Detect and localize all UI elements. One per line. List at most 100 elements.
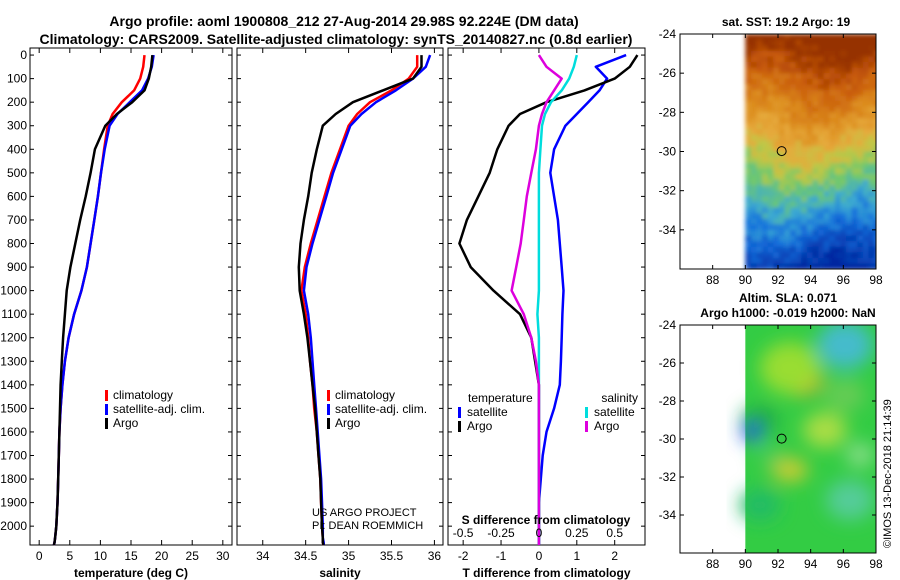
legend-label: Argo: [594, 419, 620, 433]
lat-tick-label: -34: [659, 508, 677, 522]
depth-tick-label: 0: [20, 48, 27, 62]
depth-tick-label: 1500: [0, 401, 27, 415]
depth-tick-label: 1000: [0, 284, 27, 298]
lat-tick-label: -26: [659, 66, 677, 80]
depth-tick-label: 1700: [0, 448, 27, 462]
legend-label: Argo: [113, 416, 139, 430]
lat-tick-label: -32: [659, 184, 677, 198]
figure-title: Argo profile: aoml 1900808_212 27-Aug-20…: [109, 13, 578, 29]
s-tick-label: -0.25: [487, 526, 515, 540]
legend-swatch: [327, 418, 330, 429]
lon-tick-label: 92: [771, 273, 785, 287]
s-axis-label: S difference from climatology: [462, 513, 631, 527]
depth-tick-label: 800: [7, 237, 27, 251]
x-tick-label: 1: [573, 549, 580, 563]
map-title: sat. SST: 19.2 Argo: 19: [722, 15, 851, 29]
legend-label: climatology: [113, 388, 173, 402]
depth-tick-label: 600: [7, 189, 27, 203]
depth-tick-label: 1300: [0, 354, 27, 368]
s-tick-label: 0.25: [565, 526, 589, 540]
plot-frame: [447, 47, 646, 546]
legend-swatch: [585, 421, 588, 432]
depth-tick-label: 1900: [0, 496, 27, 510]
x-tick-label: 34.5: [294, 549, 318, 563]
series-line-argo_salinity: [510, 54, 563, 545]
x-tick-label: 34: [256, 549, 270, 563]
depth-tick-label: 200: [7, 95, 27, 109]
legend-heading-salinity: salinity: [601, 391, 638, 405]
x-tick-label: 30: [216, 549, 230, 563]
plot-frame: [236, 47, 444, 546]
legend-swatch: [458, 407, 461, 418]
difference-panel: -2 -1 0 1 2 T difference from climatology -0.5…: [447, 47, 646, 580]
x-tick-label: -1: [496, 549, 507, 563]
legend-swatch: [105, 404, 108, 415]
depth-tick-label: 700: [7, 213, 27, 227]
lon-tick-label: 90: [739, 273, 753, 287]
x-tick-label: -2: [458, 549, 469, 563]
lon-tick-label: 88: [706, 557, 720, 571]
s-tick-label: 0: [536, 526, 543, 540]
lat-tick-label: -28: [659, 105, 677, 119]
legend-label: Argo: [335, 416, 361, 430]
legend-heading-temperature: temperature: [468, 391, 533, 405]
lat-tick-label: -24: [659, 27, 677, 41]
x-tick-label: 25: [186, 549, 200, 563]
x-tick-label: 35.5: [380, 549, 404, 563]
lon-tick-label: 90: [739, 557, 753, 571]
x-tick-label: 15: [124, 549, 138, 563]
lon-tick-label: 96: [837, 557, 851, 571]
legend-swatch: [327, 404, 330, 415]
lon-tick-label: 94: [804, 273, 818, 287]
depth-tick-label: 1600: [0, 425, 27, 439]
series-line-sat_salinity: [536, 54, 579, 545]
lat-tick-label: -26: [659, 356, 677, 370]
x-axis-label: temperature (deg C): [74, 566, 188, 580]
series-line-argo: [297, 55, 423, 546]
legend-label: satellite: [594, 405, 635, 419]
x-tick-label: 35: [342, 549, 356, 563]
map-field: [745, 34, 876, 269]
lon-tick-label: 96: [837, 273, 851, 287]
legend-swatch: [458, 421, 461, 432]
figure-subtitle: Climatology: CARS2009. Satellite-adjuste…: [40, 31, 633, 47]
argo-position-marker: [776, 433, 787, 444]
temperature-panel: 0100200300400500600700800900100011001200…: [0, 47, 233, 580]
legend-swatch: [327, 390, 330, 401]
lat-tick-label: -30: [659, 432, 677, 446]
plot-frame: [29, 47, 233, 546]
legend-label: Argo: [467, 419, 493, 433]
map-field: [740, 325, 876, 553]
depth-tick-label: 1100: [1, 307, 27, 321]
x-tick-label: 0: [536, 549, 543, 563]
series-line-argo: [458, 54, 639, 545]
lon-tick-label: 92: [771, 557, 785, 571]
x-axis-label: T difference from climatology: [462, 566, 630, 580]
x-tick-label: 20: [155, 549, 169, 563]
credit-project: US ARGO PROJECT: [312, 507, 417, 519]
lon-tick-label: 98: [869, 557, 883, 571]
legend-swatch: [585, 407, 588, 418]
depth-tick-label: 1400: [0, 378, 27, 392]
s-tick-label: 0.5: [606, 526, 623, 540]
lon-tick-label: 88: [706, 273, 720, 287]
depth-tick-label: 100: [7, 72, 27, 86]
depth-tick-label: 500: [7, 166, 27, 180]
map-subtitle: Argo h1000: -0.019 h2000: NaN: [700, 306, 875, 320]
lon-tick-label: 98: [869, 273, 883, 287]
legend-label: satellite-adj. clim.: [335, 402, 427, 416]
legend-swatch: [105, 390, 108, 401]
x-axis-label: salinity: [319, 566, 361, 580]
imos-timestamp: ©IMOS 13-Dec-2018 21:14:39: [882, 399, 894, 548]
legend-label: satellite: [467, 405, 508, 419]
x-tick-label: 36: [428, 549, 442, 563]
s-tick-label: -0.5: [453, 526, 474, 540]
lat-tick-label: -34: [659, 223, 677, 237]
lat-tick-label: -28: [659, 394, 677, 408]
x-tick-label: 0: [36, 549, 43, 563]
legend-label: satellite-adj. clim.: [113, 402, 205, 416]
x-tick-label: 10: [94, 549, 108, 563]
map-title: Altim. SLA: 0.071: [739, 291, 837, 305]
depth-tick-label: 300: [7, 119, 27, 133]
